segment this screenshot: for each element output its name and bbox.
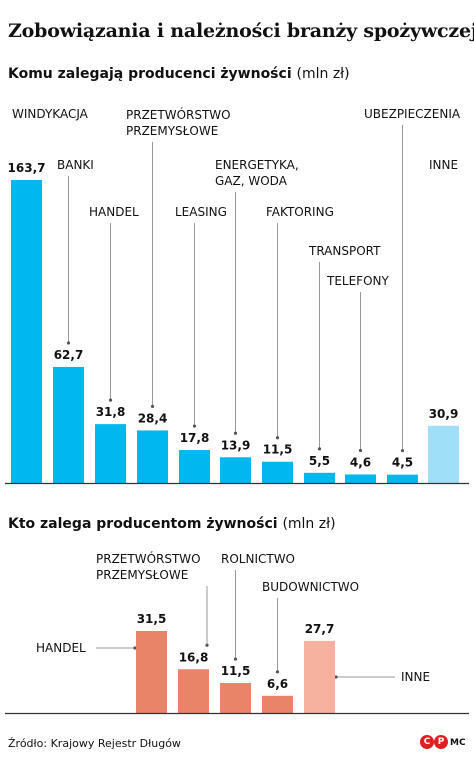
chart1-przetwórstwo-przemysłowe-leader-dot (150, 404, 155, 409)
chart2-przetwórstwo-przemysłowe-leader-dot (205, 643, 209, 647)
chart1-transport-leader-dot (317, 447, 322, 451)
chart1-energetyka-gaz-woda-category-label-2: GAZ, WODA (215, 174, 288, 188)
chart1-windykacja-value-label: 163,7 (8, 161, 46, 175)
chart2-przetwórstwo-przemysłowe-category-label-1: PRZETWÓRSTWO (96, 551, 201, 566)
chart1-handel-value-label: 31,8 (96, 405, 126, 419)
chart2-inne-bar (304, 640, 335, 713)
chart2-subtitle-unit: (mln zł) (282, 516, 336, 532)
page-title: Zobowiązania i należności branży spożywc… (8, 20, 474, 42)
chart1-leasing-leader-dot (192, 424, 197, 428)
chart2-subtitle-label: Kto zalega producentom żywności (8, 516, 278, 532)
chart1-telefony-bar (345, 474, 376, 483)
chart1-windykacja-bar (11, 180, 42, 483)
chart1-windykacja-category-label: WINDYKACJA (12, 107, 89, 121)
chart1-leasing-category-label: LEASING (175, 205, 227, 219)
chart2-handel-leader-dot (133, 646, 137, 650)
chart2-rolnictwo-category-label: ROLNICTWO (221, 552, 295, 566)
chart2-budownictwo-category-label: BUDOWNICTWO (262, 580, 359, 594)
chart1-banki-leader-dot (66, 341, 71, 345)
chart1-transport-value-label: 5,5 (309, 454, 330, 468)
chart1-ubezpieczenia-leader-dot (400, 449, 405, 453)
chart1-leasing-value-label: 17,8 (180, 431, 210, 445)
chart1-banki-bar (53, 366, 84, 483)
logo-p-icon: P (434, 735, 448, 749)
chart-creditors: 163,7 WINDYKACJA 62,7 BANKI 31,8 HANDEL 28,4 PR… (5, 107, 469, 485)
chart1-energetyka-gaz-woda-value-label: 13,9 (221, 438, 251, 452)
chart2-inne-leader-dot (334, 675, 338, 679)
chart1-subtitle-unit: (mln zł) (296, 66, 350, 82)
chart1-przetwórstwo-przemysłowe-category-label-1: PRZETWÓRSTWO (126, 107, 231, 122)
chart1-energetyka-gaz-woda-leader-dot (233, 431, 238, 435)
chart1-transport-category-label: TRANSPORT (308, 244, 381, 258)
chart1-przetwórstwo-przemysłowe-category-label-2: PRZEMYSŁOWE (126, 124, 218, 138)
chart1-ubezpieczenia-category-label: UBEZPIECZENIA (364, 107, 461, 121)
chart1-handel-category-label: HANDEL (89, 205, 139, 219)
chart-debtors: 31,5 HANDEL 16,8 PRZETWÓRSTWO PRZEMYSŁOWE 11,… (5, 551, 469, 715)
chart1-inne-category-label: INNE (429, 158, 458, 172)
chart1-przetwórstwo-przemysłowe-value-label: 28,4 (138, 411, 168, 425)
chart1-faktoring-value-label: 11,5 (263, 443, 293, 457)
chart2-subtitle: Kto zalega producentom żywności (mln zł) (8, 516, 336, 532)
chart2-budownictwo-leader-dot (275, 670, 280, 674)
chart2-przetwórstwo-przemysłowe-category-label-2: PRZEMYSŁOWE (96, 568, 188, 582)
chart1-faktoring-bar (262, 461, 293, 483)
chart1-telefony-leader-dot (358, 448, 363, 453)
chart2-budownictwo-value-label: 6,6 (267, 677, 288, 691)
chart2-inne-category-label: INNE (401, 670, 430, 684)
chart1-energetyka-gaz-woda-bar (220, 457, 251, 483)
source-note: Źródło: Krajowy Rejestr Długów (8, 737, 181, 750)
chart2-handel-value-label: 31,5 (137, 612, 167, 626)
chart1-telefony-value-label: 4,6 (350, 455, 371, 469)
chart1-inne-value-label: 30,9 (429, 407, 459, 421)
chart1-ubezpieczenia-value-label: 4,5 (392, 456, 413, 470)
chart1-transport-bar (304, 472, 335, 483)
chart1-ubezpieczenia-bar (387, 474, 418, 483)
chart1-faktoring-category-label: FAKTORING (266, 205, 334, 219)
chart2-rolnictwo-value-label: 11,5 (221, 664, 251, 678)
chart1-telefony-category-label: TELEFONY (326, 274, 390, 288)
chart1-banki-value-label: 62,7 (54, 348, 84, 362)
chart2-rolnictwo-leader-dot (233, 657, 238, 661)
logo-c-icon: C (420, 735, 434, 749)
chart1-przetwórstwo-przemysłowe-bar (137, 430, 168, 483)
chart2-przetwórstwo-przemysłowe-bar (178, 669, 209, 713)
chart1-subtitle: Komu zalegają producenci żywności (mln z… (8, 66, 350, 82)
author-credit: MC (450, 738, 466, 748)
chart1-handel-bar (95, 424, 126, 483)
chart1-inne-bar (428, 425, 459, 483)
chart2-handel-bar (136, 631, 167, 713)
chart1-faktoring-leader-dot (275, 436, 280, 440)
chart1-energetyka-gaz-woda-category-label-1: ENERGETYKA, (215, 158, 299, 172)
chart2-rolnictwo-bar (220, 683, 251, 713)
chart1-leasing-bar (179, 450, 210, 483)
chart2-budownictwo-bar (262, 695, 293, 713)
chart1-subtitle-label: Komu zalegają producenci żywności (8, 66, 292, 82)
chart1-handel-leader-dot (108, 398, 113, 402)
chart2-handel-category-label: HANDEL (36, 641, 86, 655)
chart2-przetwórstwo-przemysłowe-value-label: 16,8 (179, 650, 209, 664)
chart2-inne-value-label: 27,7 (305, 622, 335, 636)
chart1-banki-category-label: BANKI (57, 158, 94, 172)
